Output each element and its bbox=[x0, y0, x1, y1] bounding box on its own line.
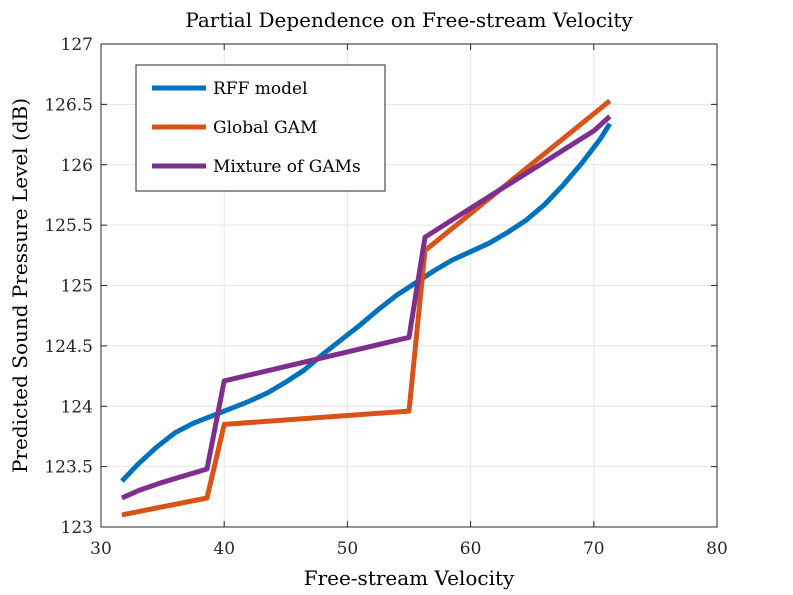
series-line-1 bbox=[120, 122, 612, 483]
x-axis-label: Free-stream Velocity bbox=[304, 566, 515, 590]
y-tick-label: 124.5 bbox=[44, 337, 93, 357]
series-line-2 bbox=[121, 98, 612, 518]
y-tick-label: 127 bbox=[61, 35, 93, 55]
x-tick-label: 40 bbox=[213, 539, 235, 559]
legend-label-1: RFF model bbox=[213, 79, 308, 99]
series-line-3 bbox=[120, 114, 612, 501]
x-tick-label: 80 bbox=[706, 539, 728, 559]
legend-label-2: Global GAM bbox=[213, 118, 317, 138]
x-tick-label: 30 bbox=[90, 539, 112, 559]
y-tick-label: 123 bbox=[61, 518, 93, 538]
y-tick-label: 126.5 bbox=[44, 95, 93, 115]
series-lines bbox=[120, 98, 612, 518]
y-tick-label: 124 bbox=[61, 397, 93, 417]
y-axis: 123 123.5 124 124.5 125 125.5 126 126.5 127 bbox=[44, 35, 717, 538]
x-tick-label: 60 bbox=[460, 539, 482, 559]
chart-title: Partial Dependence on Free-stream Veloci… bbox=[185, 8, 633, 32]
x-tick-label: 50 bbox=[337, 539, 359, 559]
y-tick-label: 126 bbox=[61, 156, 93, 176]
y-tick-label: 125.5 bbox=[44, 216, 93, 236]
legend-label-3: Mixture of GAMs bbox=[213, 157, 361, 177]
y-axis-label: Predicted Sound Pressure Level (dB) bbox=[8, 98, 32, 473]
y-tick-label: 125 bbox=[61, 277, 93, 297]
x-tick-label: 70 bbox=[583, 539, 605, 559]
y-tick-label: 123.5 bbox=[44, 458, 93, 478]
legend: RFF model Global GAM Mixture of GAMs bbox=[135, 64, 386, 192]
x-axis: 30 40 50 60 70 80 bbox=[90, 44, 728, 559]
